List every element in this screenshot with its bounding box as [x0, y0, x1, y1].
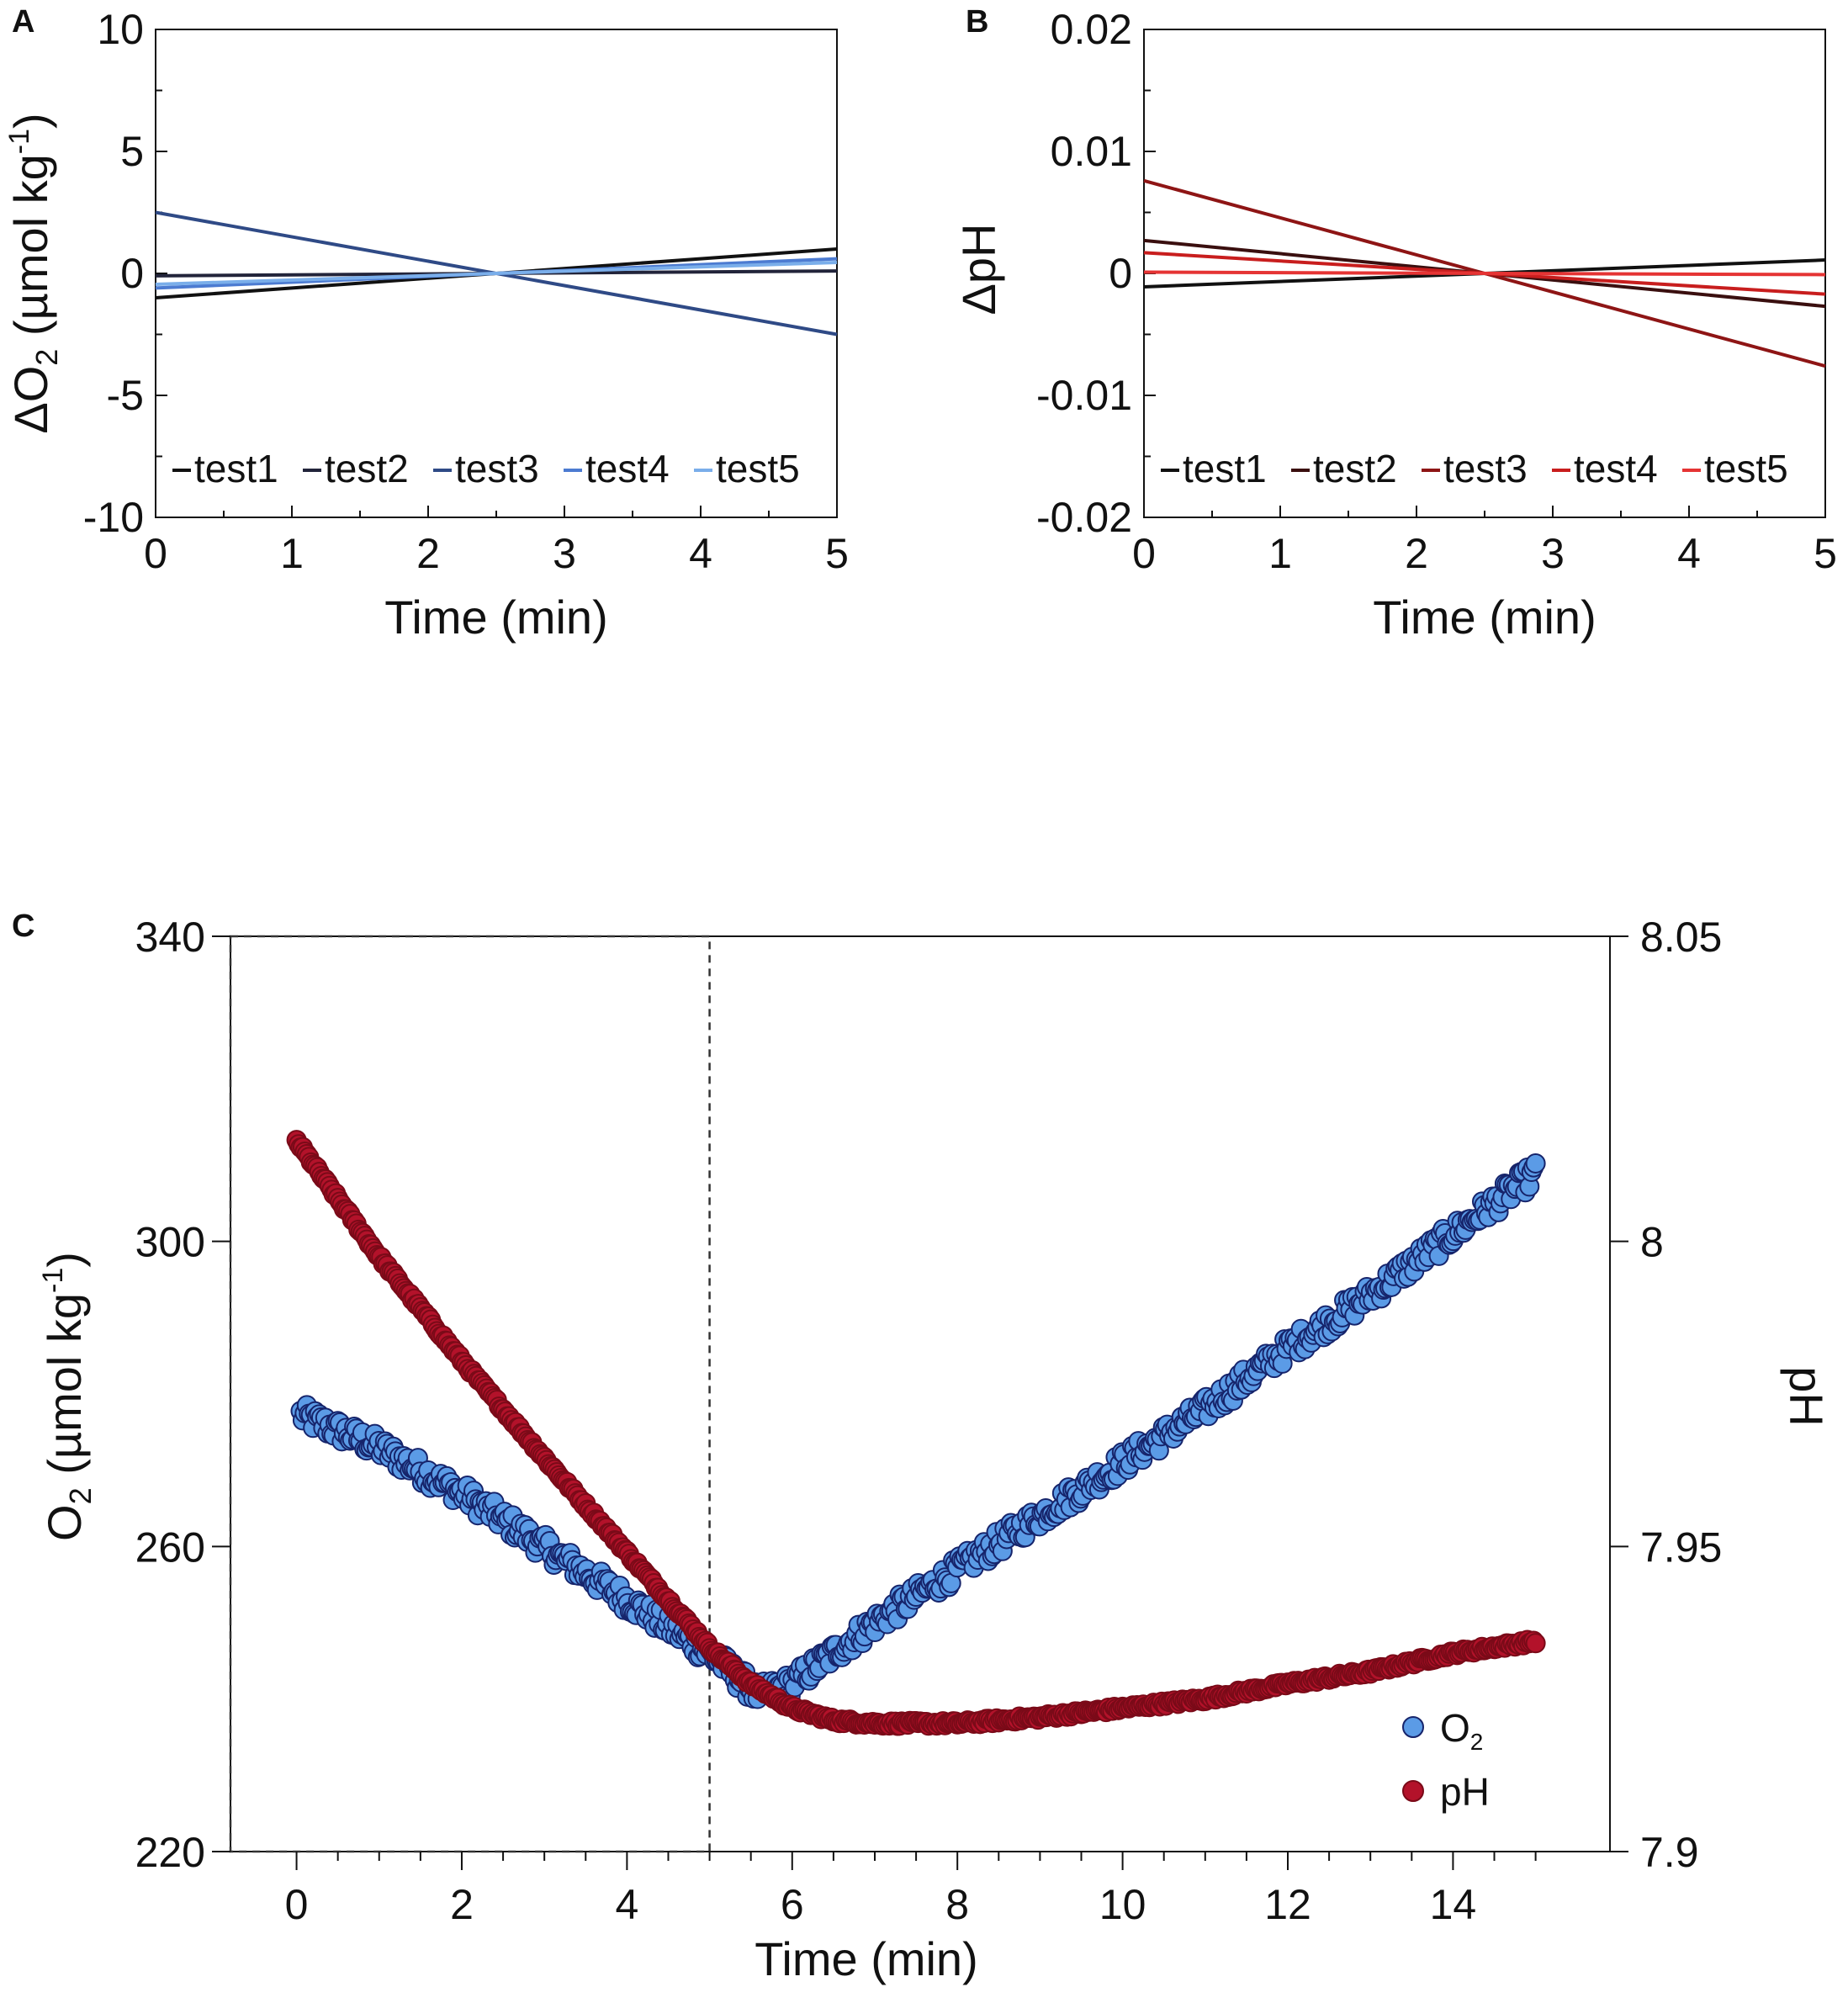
panelA-y-tick-label: 5: [120, 128, 144, 175]
panelA-x-tick-label: 3: [553, 530, 576, 577]
legend-o2-label-sub: 2: [1470, 1729, 1484, 1755]
panel-b-y-axis-title: ΔpH: [952, 224, 1005, 315]
legend-ph-marker: [1402, 1780, 1424, 1802]
panel-c-dashed-box: [229, 935, 711, 1853]
panelA-legend-label: test2: [325, 447, 409, 490]
panelB-x-tick-label: 0: [1132, 530, 1156, 577]
panel-a-y-title-main: ΔO: [4, 366, 57, 434]
panel-c-left-tick-label: 340: [135, 914, 205, 961]
panel-c-left-title-sup: -1: [37, 1268, 69, 1293]
panelA-y-tick-label: 10: [97, 6, 144, 53]
panel-b-x-axis-title: Time (min): [1373, 591, 1596, 644]
panel-c-left-tick-label: 260: [135, 1523, 205, 1571]
panelB-y-tick-label: -0.02: [1036, 494, 1132, 541]
legend-o2-label-main: O: [1440, 1706, 1470, 1750]
panelB-legend-label: test4: [1574, 447, 1658, 490]
panel-c-legend: O2 pH: [1402, 1706, 1490, 1814]
panel-c-letter: C: [12, 909, 34, 944]
panel-a-y-title-sup: -1: [3, 129, 35, 154]
panel-c-left-y-ticks: 340 300 260 220: [135, 914, 230, 1876]
panel-c-x-tick-label: 4: [615, 1881, 638, 1928]
panelB-legend-label: test2: [1313, 447, 1397, 490]
panelA-x-tick-label: 0: [144, 530, 167, 577]
panelB-x-tick-label: 1: [1268, 530, 1292, 577]
panelA-y-tick-label: -10: [83, 494, 144, 541]
panelB-x-tick-label: 2: [1405, 530, 1428, 577]
panel-a-y-title-close: ): [4, 113, 57, 129]
panel-c-left-title-close: ): [38, 1252, 91, 1268]
panel-a-x-ticks: 0 1 2 3 4 5: [144, 506, 849, 577]
panelB-y-tick-label: -0.01: [1036, 372, 1132, 419]
panel-c-right-tick-label: 8.05: [1640, 914, 1722, 961]
panelB-y-tick-label: 0.01: [1051, 128, 1132, 175]
panel-c-left-title-rest: (µmol kg: [38, 1293, 91, 1487]
panel-c-left-title-sub: 2: [63, 1487, 98, 1504]
panel-a-y-title-rest: (µmol kg: [4, 154, 57, 348]
panel-c-x-tick-label: 14: [1430, 1881, 1477, 1928]
panel-a-y-title-sub: 2: [29, 349, 64, 366]
panelB-x-tick-label: 3: [1541, 530, 1565, 577]
panel-c-left-tick-label: 300: [135, 1219, 205, 1266]
panelB-legend-label: test5: [1704, 447, 1788, 490]
panel-c-point-pH: [1525, 1633, 1546, 1654]
panel-a-y-ticks: 10 5 0 -5 -10: [83, 6, 167, 541]
panel-c-x-tick-label: 8: [945, 1881, 969, 1928]
panel-c-right-tick-label: 7.9: [1640, 1829, 1699, 1876]
panel-b-x-ticks: 0 1 2 3 4 5: [1132, 506, 1837, 577]
panelB-x-tick-label: 4: [1677, 530, 1701, 577]
panelA-line-test5: [155, 260, 838, 287]
panelB-x-tick-label: 5: [1814, 530, 1837, 577]
panel-a-y-axis-title: ΔO2 (µmol kg-1): [3, 113, 64, 433]
panelB-legend-label: test1: [1183, 447, 1267, 490]
panel-c-dashed-region: [229, 935, 711, 1853]
panel-c-x-tick-label: 12: [1264, 1881, 1311, 1928]
panel-c-left-tick-label: 220: [135, 1829, 205, 1876]
panelA-x-tick-label: 4: [689, 530, 712, 577]
panel-c-x-tick-label: 10: [1099, 1881, 1146, 1928]
panel-c-point-O2: [1525, 1153, 1546, 1174]
panel-a-letter: A: [12, 4, 34, 40]
panel-b-series: [1143, 178, 1826, 368]
panel-b-legend: test1 test2 test3 test4 test5: [1161, 447, 1788, 490]
panelA-x-tick-label: 1: [280, 530, 304, 577]
panel-a-series: [155, 210, 838, 336]
panel-a-legend: test1 test2 test3 test4 test5: [172, 447, 800, 490]
panel-b-letter: B: [966, 4, 988, 40]
panel-c-right-tick-label: 7.95: [1640, 1523, 1722, 1571]
panelA-x-tick-label: 2: [416, 530, 440, 577]
legend-o2-marker: [1402, 1716, 1424, 1738]
panel-c-points: [286, 1130, 1546, 1736]
panelB-legend-label: test3: [1443, 447, 1528, 490]
panel-c-x-tick-label: 6: [781, 1881, 804, 1928]
panel-c-right-y-axis-title: pH: [1780, 1366, 1833, 1427]
panelB-y-tick-label: 0.02: [1051, 6, 1132, 53]
panel-c-left-y-axis-title: O2 (µmol kg-1): [37, 1252, 98, 1541]
panel-c-left-title-main: O: [38, 1504, 91, 1541]
panelA-legend-label: test3: [455, 447, 539, 490]
panelA-legend-label: test4: [585, 447, 670, 490]
legend-ph-label: pH: [1440, 1770, 1490, 1814]
panel-c-right-y-ticks: 8.05 8 7.95 7.9: [1610, 914, 1722, 1876]
panelA-y-tick-label: 0: [120, 250, 144, 297]
legend-o2-label: O2: [1440, 1706, 1483, 1755]
panel-c-right-tick-label: 8: [1640, 1219, 1664, 1266]
panel-b-y-ticks: 0.02 0.01 0 -0.01 -0.02: [1036, 6, 1156, 541]
panelA-y-tick-label: -5: [107, 372, 144, 419]
panel-c-x-tick-label: 2: [450, 1881, 474, 1928]
panelA-legend-label: test1: [194, 447, 278, 490]
panelA-x-tick-label: 5: [825, 530, 849, 577]
panelA-legend-label: test5: [716, 447, 800, 490]
panelB-y-tick-label: 0: [1109, 250, 1132, 297]
panel-c-x-ticks: 0 2 4 6 8 10 12 14: [285, 1852, 1537, 1928]
panel-a-x-axis-title: Time (min): [384, 591, 607, 644]
panelB-line-test5: [1143, 270, 1826, 277]
panel-c-x-tick-label: 0: [285, 1881, 309, 1928]
panel-c-x-axis-title: Time (min): [755, 1932, 977, 1985]
